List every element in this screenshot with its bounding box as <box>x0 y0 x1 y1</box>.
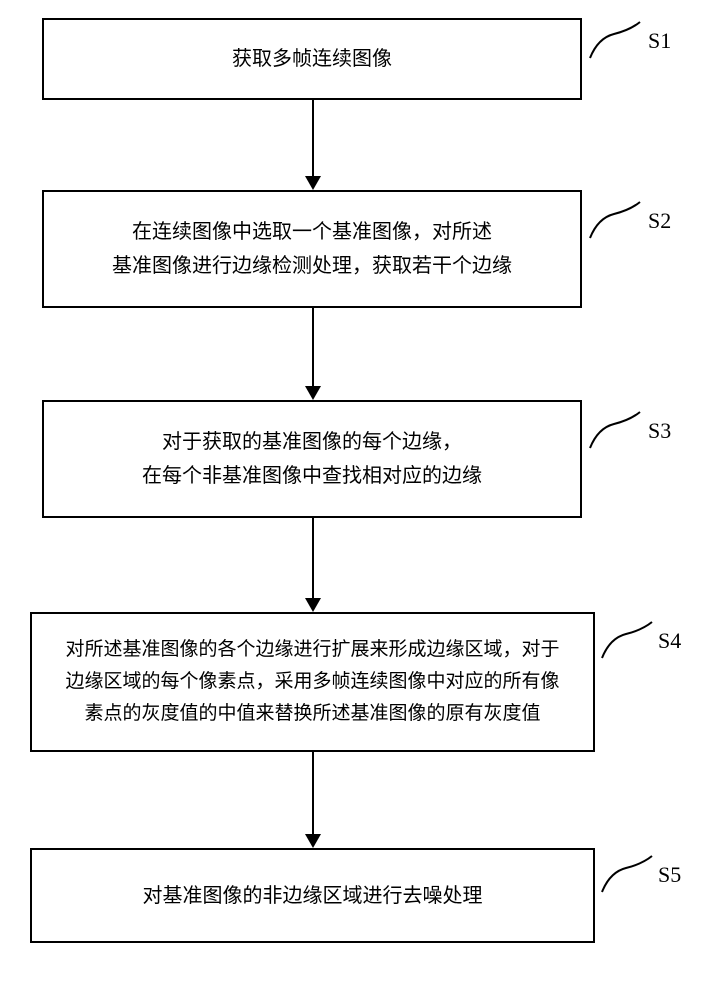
connector-arrowhead <box>305 598 321 612</box>
step-box-s5: 对基准图像的非边缘区域进行去噪处理 <box>30 848 595 943</box>
step-text-line: 对所述基准图像的各个边缘进行扩展来形成边缘区域，对于 <box>65 639 559 660</box>
connector-line <box>312 752 314 834</box>
curve-s1 <box>588 20 643 60</box>
flowchart-container: 获取多帧连续图像 S1 在连续图像中选取一个基准图像，对所述 基准图像进行边缘检… <box>0 0 726 1000</box>
step-text-line: 在每个非基准图像中查找相对应的边缘 <box>142 465 482 487</box>
connector-arrowhead <box>305 834 321 848</box>
step-label-s5: S5 <box>658 862 681 888</box>
step-box-s4: 对所述基准图像的各个边缘进行扩展来形成边缘区域，对于 边缘区域的每个像素点，采用… <box>30 612 595 752</box>
connector-line <box>312 308 314 386</box>
step-label-s4: S4 <box>658 628 681 654</box>
step-text-line: 基准图像进行边缘检测处理，获取若干个边缘 <box>112 255 512 277</box>
step-label-s3: S3 <box>648 418 671 444</box>
curve-s2 <box>588 200 643 240</box>
connector-line <box>312 518 314 598</box>
step-text: 对基准图像的非边缘区域进行去噪处理 <box>143 879 483 913</box>
step-text-line: 对于获取的基准图像的每个边缘， <box>162 431 462 453</box>
step-text-line: 素点的灰度值的中值来替换所述基准图像的原有灰度值 <box>84 703 540 724</box>
curve-s5 <box>600 854 655 894</box>
curve-s3 <box>588 410 643 450</box>
step-box-s2: 在连续图像中选取一个基准图像，对所述 基准图像进行边缘检测处理，获取若干个边缘 <box>42 190 582 308</box>
step-box-s1: 获取多帧连续图像 <box>42 18 582 100</box>
connector-arrowhead <box>305 386 321 400</box>
connector-arrowhead <box>305 176 321 190</box>
step-box-s3: 对于获取的基准图像的每个边缘， 在每个非基准图像中查找相对应的边缘 <box>42 400 582 518</box>
step-label-s2: S2 <box>648 208 671 234</box>
connector-line <box>312 100 314 176</box>
curve-s4 <box>600 620 655 660</box>
step-label-s1: S1 <box>648 28 671 54</box>
step-text-line: 在连续图像中选取一个基准图像，对所述 <box>132 221 492 243</box>
step-text: 获取多帧连续图像 <box>232 42 392 76</box>
step-text-line: 边缘区域的每个像素点，采用多帧连续图像中对应的所有像 <box>65 671 559 692</box>
